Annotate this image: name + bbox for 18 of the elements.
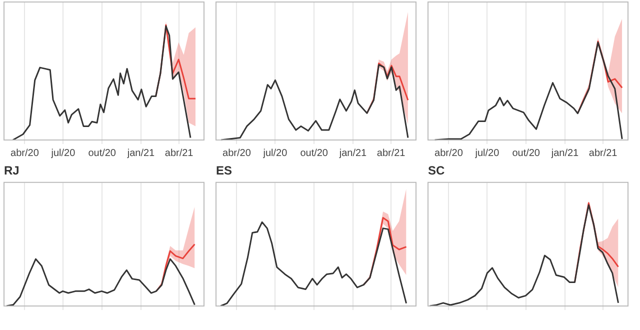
x-tick-label: abr/20 [434,148,464,159]
x-tick-label: jul/20 [50,148,76,159]
x-tick-label: abr/20 [10,148,40,159]
x-tick-label: abr/20 [222,148,252,159]
x-tick-label: jan/21 [338,148,368,159]
chart-title: ES [216,164,232,178]
x-tick-label: abr/21 [164,148,194,159]
x-tick-label: jul/20 [474,148,500,159]
x-tick-label: jul/20 [262,148,288,159]
chart-title: SC [428,164,446,178]
x-tick-label: abr/21 [588,148,618,159]
x-tick-label: jan/21 [126,148,156,159]
x-tick-label: out/20 [300,148,328,159]
x-tick-label: out/20 [512,148,540,159]
x-tick-label: out/20 [88,148,116,159]
chart-title: RJ [4,164,20,178]
x-tick-label: jan/21 [550,148,580,159]
x-tick-label: abr/21 [376,148,406,159]
